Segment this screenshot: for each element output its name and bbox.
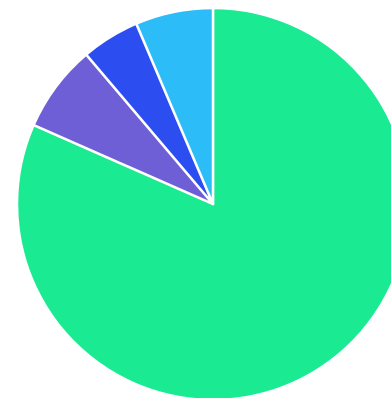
pie-slice-4 — [135, 6, 215, 206]
pie-slice-1 — [15, 6, 391, 398]
